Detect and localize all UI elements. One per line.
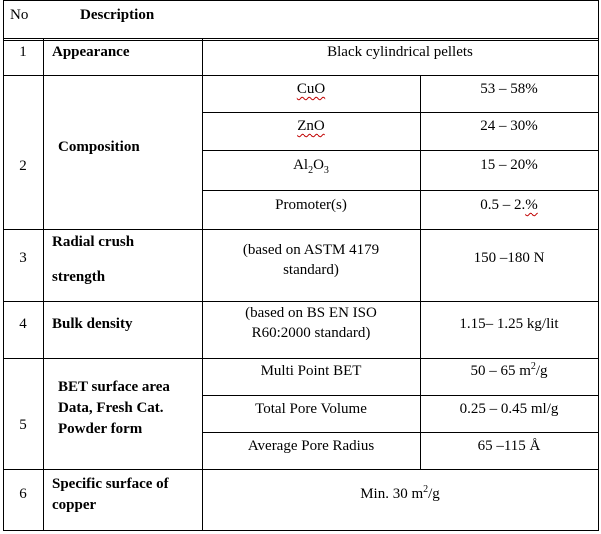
- cuo-text: CuO: [296, 81, 326, 97]
- table-rule: [3, 75, 599, 76]
- row-1-value: Black cylindrical pellets: [327, 44, 473, 60]
- row-6-value-sup: 2: [423, 484, 429, 495]
- table-rule: [202, 150, 599, 151]
- row-6-value-unit: /g: [428, 486, 440, 502]
- composition-item-value: 15 – 20%: [480, 157, 538, 173]
- zno-text: ZnO: [297, 118, 325, 134]
- al2o3-sub-2: 2: [308, 165, 314, 176]
- table-rule: [3, 301, 599, 302]
- row-3-note-line2: standard): [283, 262, 339, 278]
- row-1-label: Appearance: [52, 44, 130, 60]
- row-3-number: 3: [19, 250, 27, 266]
- row-2-label: Composition: [58, 139, 140, 155]
- row-5-number: 5: [19, 417, 27, 433]
- table-rule: [202, 112, 599, 113]
- table-rule: [420, 358, 421, 470]
- composition-item-name: ZnO: [202, 117, 420, 135]
- row-4-label: Bulk density: [52, 316, 133, 332]
- table-rule-bottom: [3, 530, 599, 531]
- row-5-label-line1: BET surface area: [58, 379, 170, 395]
- table-rule: [3, 38, 599, 39]
- bet-item-value: 0.25 – 0.45 ml/g: [459, 401, 559, 417]
- composition-item-value: 0.5 – 2.%: [420, 196, 598, 214]
- row-3-label-line1: Radial crush: [52, 234, 135, 250]
- row-4-note-line2: R60:2000 standard): [251, 325, 371, 341]
- row-1-number: 1: [19, 44, 27, 60]
- header-description: Description: [80, 7, 155, 23]
- row-4-note-line1: (based on BS EN ISO: [245, 305, 377, 321]
- table-rule-left: [3, 0, 4, 531]
- row-4-number: 4: [19, 316, 27, 332]
- table-rule: [43, 38, 44, 531]
- al2o3-sub-3: 3: [323, 165, 329, 176]
- table-rule: [3, 40, 599, 41]
- table-rule: [202, 38, 203, 531]
- al2o3-o: O: [313, 157, 324, 173]
- promoter-value-percent: %: [525, 197, 538, 213]
- row-2-number: 2: [19, 158, 27, 174]
- table-rule: [420, 229, 421, 359]
- bet-value-sup: 2: [530, 361, 536, 372]
- row-3-label-line2: strength: [52, 269, 106, 285]
- bet-value-main: 50 – 65 m: [470, 363, 531, 379]
- row-6-number: 6: [19, 486, 27, 502]
- bet-item-name: Total Pore Volume: [255, 401, 367, 417]
- table-rule: [202, 395, 599, 396]
- composition-item-value: 24 – 30%: [480, 118, 538, 134]
- composition-item-name: CuO: [202, 80, 420, 98]
- al2o3-al: Al: [293, 157, 309, 173]
- row-6-label-line2: copper: [52, 497, 97, 513]
- composition-item-name: Promoter(s): [275, 197, 347, 213]
- bet-item-name: Multi Point BET: [260, 363, 362, 379]
- table-rule: [3, 469, 599, 470]
- table-rule: [420, 75, 421, 230]
- promoter-value-main: 0.5 – 2.: [480, 197, 526, 213]
- table-rule-top: [3, 0, 599, 1]
- row-4-value: 1.15– 1.25 kg/lit: [459, 316, 559, 332]
- table-rule: [3, 229, 599, 230]
- row-3-value: 150 –180 N: [473, 250, 545, 266]
- table-rule-right: [598, 0, 599, 531]
- header-no: No: [10, 7, 29, 23]
- bet-item-value: 65 –115 Å: [477, 438, 541, 454]
- bet-item-value: 50 – 65 m2/g: [420, 362, 598, 380]
- row-6-value-main: Min. 30 m: [360, 486, 424, 502]
- bet-value-unit: /g: [535, 363, 548, 379]
- table-rule: [202, 432, 599, 433]
- row-5-label-line3: Powder form: [58, 421, 143, 437]
- row-5-label-line2: Data, Fresh Cat.: [58, 400, 164, 416]
- table-rule: [3, 358, 599, 359]
- table-rule: [202, 190, 599, 191]
- row-6-label-line1: Specific surface of: [52, 476, 169, 492]
- composition-item-name: Al2O3: [202, 156, 420, 176]
- bet-item-name: Average Pore Radius: [247, 438, 375, 454]
- composition-item-value: 53 – 58%: [480, 81, 538, 97]
- row-3-note-line1: (based on ASTM 4179: [242, 242, 380, 258]
- row-6-value: Min. 30 m2/g: [202, 485, 598, 503]
